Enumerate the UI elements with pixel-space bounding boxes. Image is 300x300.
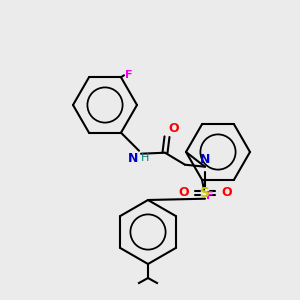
Text: N: N [200,153,210,166]
Text: O: O [221,186,232,199]
Text: F: F [125,70,133,80]
Text: F: F [206,191,214,201]
Text: H: H [141,153,149,163]
Text: O: O [168,122,178,135]
Text: N: N [128,152,138,165]
Text: S: S [200,186,210,200]
Text: O: O [178,186,189,199]
